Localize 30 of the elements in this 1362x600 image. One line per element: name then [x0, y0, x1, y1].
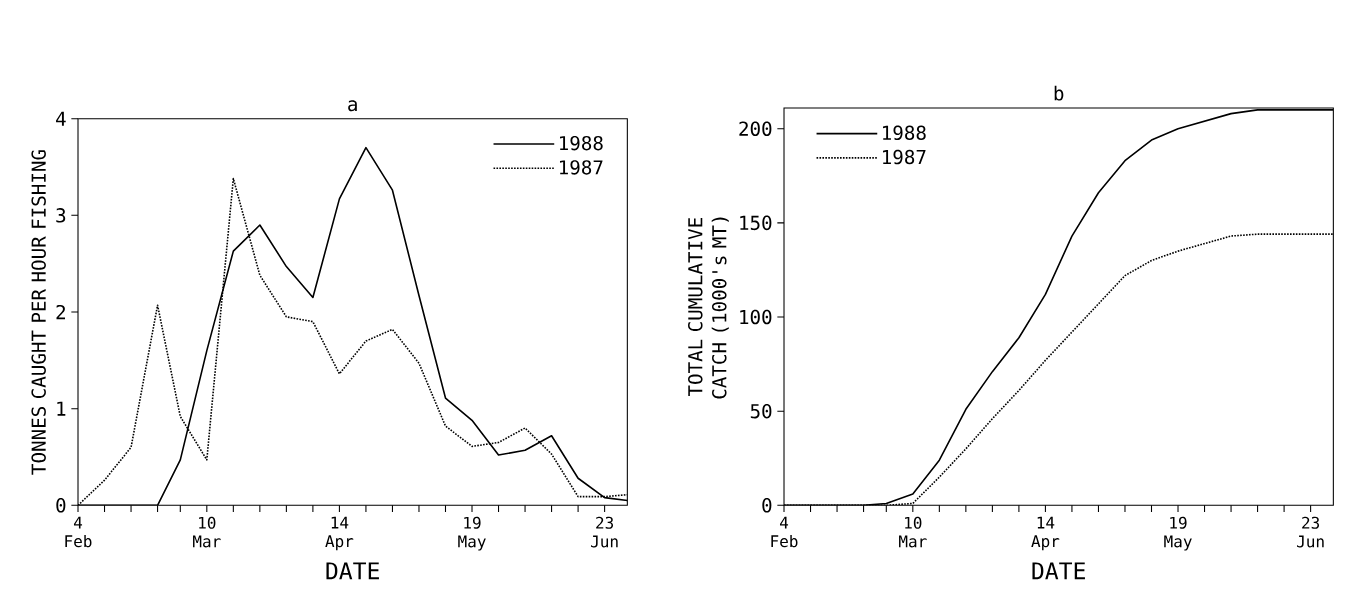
y-tick-label: 200 — [739, 121, 772, 136]
x-tick-label: 23 Jun — [591, 516, 618, 548]
x-tick-label: 10 Mar — [899, 516, 927, 548]
y-tick-label: 50 — [750, 403, 772, 419]
y-tick-label: 2 — [56, 304, 65, 320]
x-tick-label: 19 May — [458, 516, 486, 551]
x-tick-label: 14 Apr — [325, 516, 354, 551]
y-tick-label: 4 — [56, 111, 66, 126]
chart-title: a — [348, 100, 357, 112]
y-axis-title: TOTAL CUMULATIVE CATCH (1000's MT) — [688, 217, 729, 399]
y-tick-label: 0 — [762, 498, 772, 513]
y-tick-label: 0 — [56, 498, 66, 513]
x-axis-title: DATE — [1032, 562, 1085, 580]
y-axis-title: TONNES CAUGHT PER HOUR FISHING — [31, 150, 46, 475]
y-tick-label: 3 — [56, 208, 66, 223]
x-tick-label: 10 Mar — [193, 516, 221, 548]
x-tick-label: 14 Apr — [1031, 516, 1060, 551]
y-tick-label: 150 — [740, 215, 772, 231]
legend-label: 1988 — [559, 135, 603, 151]
legend-label: 1987 — [883, 149, 926, 165]
chart-title: b — [1054, 85, 1064, 101]
legend-label: 1988 — [883, 125, 926, 141]
x-tick-label: 4 Feb — [65, 516, 92, 548]
x-tick-label: 19 May — [1164, 516, 1192, 551]
legend-label: 1987 — [559, 160, 603, 175]
x-axis-title: DATE — [326, 562, 379, 580]
x-tick-label: 4 Feb — [771, 516, 798, 548]
y-tick-label: 100 — [740, 309, 772, 325]
y-tick-label: 1 — [57, 401, 66, 416]
x-tick-label: 23 Jun — [1297, 516, 1324, 548]
